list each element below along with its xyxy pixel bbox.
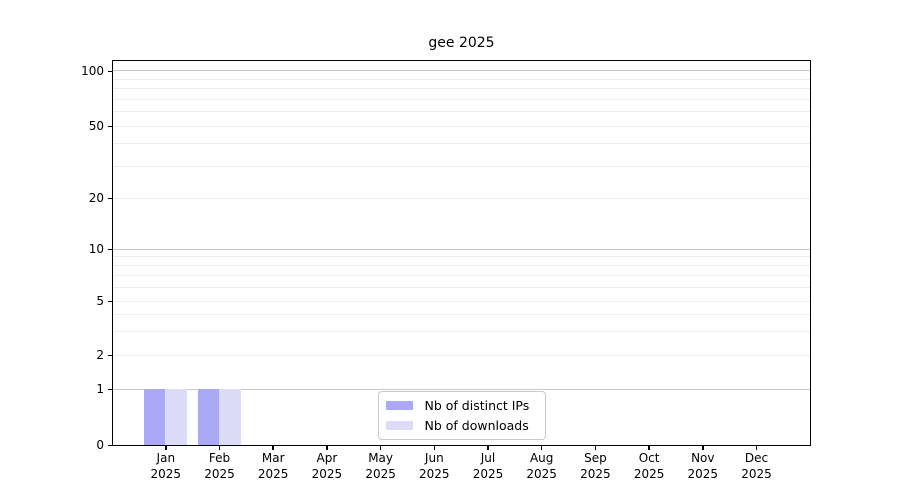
legend-swatch-distinct-ips <box>385 400 413 410</box>
x-tick-label: Jan 2025 <box>150 451 182 481</box>
y-tick-mark <box>108 70 113 73</box>
x-tick-label: Jul 2025 <box>472 451 504 481</box>
y-tick-mark <box>108 125 113 128</box>
y-tick-label: 2 <box>96 347 104 362</box>
y-tick-label: 20 <box>88 191 104 205</box>
x-tick-mark <box>487 445 489 450</box>
x-tick-label: Feb 2025 <box>204 451 235 481</box>
x-tick-label: Jun 2025 <box>419 451 450 481</box>
gridline-minor <box>113 286 810 288</box>
x-tick-label: Oct 2025 <box>633 451 665 481</box>
x-tick-label: Nov 2025 <box>687 451 719 481</box>
y-tick-mark <box>108 248 113 251</box>
gridline-minor <box>113 197 810 199</box>
gridline-minor <box>113 78 810 80</box>
y-tick-mark <box>108 197 113 200</box>
gridline-major <box>113 388 810 390</box>
bar-distinct-ips <box>197 389 219 445</box>
gridline-minor <box>113 313 810 315</box>
x-tick-label: Dec 2025 <box>741 451 772 481</box>
x-tick-mark <box>326 445 328 450</box>
legend-label-distinct-ips: Nb of distinct IPs <box>424 397 530 413</box>
x-tick-label: Sep 2025 <box>580 451 611 481</box>
y-tick-label: 100 <box>81 63 104 78</box>
gridline-minor <box>113 275 810 277</box>
y-tick-mark <box>108 388 113 391</box>
gridline-minor <box>113 98 810 100</box>
gridline-minor <box>113 165 810 167</box>
y-tick-mark <box>108 444 113 447</box>
y-tick-label: 5 <box>96 294 104 308</box>
y-tick-label: 1 <box>96 382 104 396</box>
legend-label-downloads: Nb of downloads <box>424 417 529 433</box>
x-tick-mark <box>379 445 382 450</box>
bar-downloads <box>219 389 241 445</box>
legend-swatch-downloads <box>385 420 413 430</box>
x-tick-mark <box>540 445 543 450</box>
x-tick-label: Aug 2025 <box>526 451 557 481</box>
x-tick-label: Apr 2025 <box>311 451 343 481</box>
gridline-minor <box>113 300 810 302</box>
bar-downloads <box>165 389 187 445</box>
gridline-major <box>113 70 810 72</box>
gridline-minor <box>113 256 810 258</box>
x-tick-mark <box>702 445 704 450</box>
gridline-major <box>113 248 810 250</box>
x-tick-mark <box>648 445 650 450</box>
plot-area: Nb of distinct IPs Nb of downloads <box>112 60 811 446</box>
gridline-minor <box>113 330 810 332</box>
x-tick-label: Mar 2025 <box>257 451 289 481</box>
y-tick-label: 10 <box>88 242 104 256</box>
x-tick-mark <box>165 445 167 450</box>
x-tick-mark <box>218 445 221 450</box>
x-tick-mark <box>755 445 758 450</box>
y-tick-label: 50 <box>88 119 104 133</box>
gridline-minor <box>113 88 810 90</box>
legend: Nb of distinct IPs Nb of downloads <box>377 391 546 440</box>
gridline-minor <box>113 111 810 113</box>
gridline-minor <box>113 125 810 127</box>
legend-item-distinct-ips: Nb of distinct IPs <box>385 397 538 414</box>
y-tick-mark <box>108 300 113 303</box>
x-tick-mark <box>594 445 597 450</box>
x-tick-label: May 2025 <box>365 451 396 481</box>
x-tick-mark <box>272 445 274 450</box>
x-tick-mark <box>433 445 436 450</box>
y-tick-label: 0 <box>96 438 104 452</box>
y-tick-mark <box>108 354 113 357</box>
gridline-minor <box>113 265 810 267</box>
gridline-minor <box>113 143 810 145</box>
legend-item-downloads: Nb of downloads <box>385 417 538 434</box>
gridline-minor <box>113 354 810 356</box>
chart-title: gee 2025 <box>428 35 495 51</box>
bar-distinct-ips <box>143 389 166 445</box>
